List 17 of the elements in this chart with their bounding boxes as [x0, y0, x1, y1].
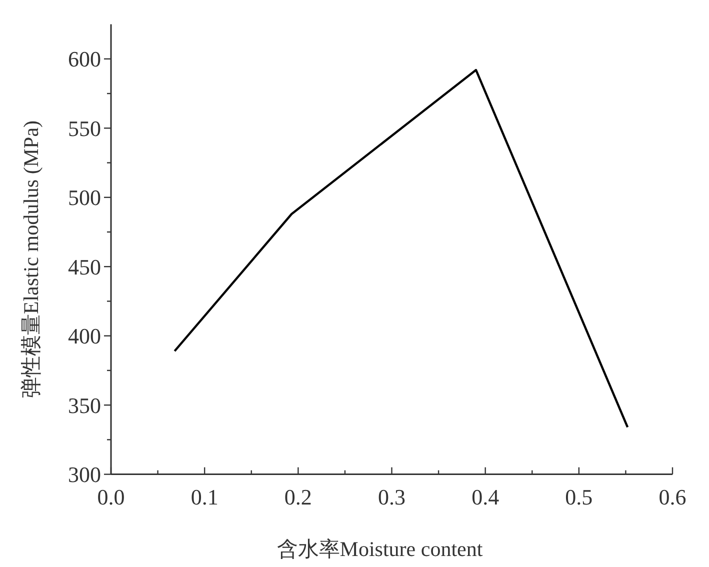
x-tick-label: 0.3: [378, 484, 406, 510]
x-tick-label: 0.2: [284, 484, 312, 510]
x-tick-label: 0.6: [658, 484, 686, 510]
y-tick-label: 400: [68, 324, 101, 349]
line-series: [174, 68, 629, 428]
x-tick-label: 0.5: [565, 484, 593, 510]
x-tick-label: 0.0: [97, 484, 125, 510]
y-tick-label: 500: [68, 185, 101, 210]
x-tick-label: 0.4: [472, 484, 500, 510]
y-tick-label: 600: [68, 46, 101, 72]
y-tick-label: 350: [68, 392, 101, 418]
x-tick-label: 0.1: [190, 484, 218, 510]
y-tick-label: 450: [68, 254, 101, 280]
y-tick-label: 300: [68, 462, 101, 487]
y-axis-title: 弹性模量Elastic modulus (MPa): [19, 120, 43, 398]
y-tick-label: 550: [68, 116, 101, 141]
x-axis-title: 含水率Moisture content: [276, 537, 483, 561]
